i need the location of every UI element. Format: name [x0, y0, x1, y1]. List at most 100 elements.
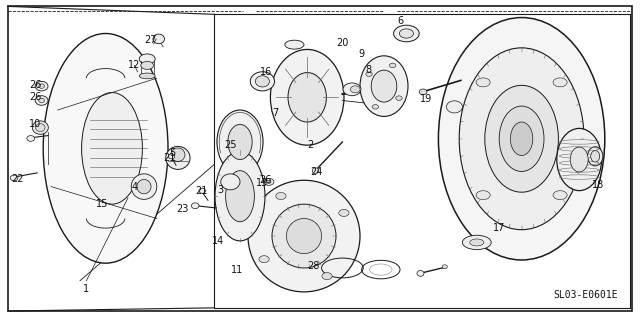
- Text: 8: 8: [365, 65, 371, 75]
- Ellipse shape: [389, 63, 396, 68]
- Text: 11: 11: [230, 264, 243, 275]
- Ellipse shape: [221, 174, 240, 190]
- Ellipse shape: [191, 203, 199, 209]
- Text: 24: 24: [310, 167, 323, 177]
- Ellipse shape: [199, 188, 205, 193]
- Ellipse shape: [588, 147, 603, 166]
- Ellipse shape: [82, 93, 143, 204]
- Ellipse shape: [476, 191, 490, 200]
- Ellipse shape: [272, 204, 336, 268]
- Ellipse shape: [217, 110, 263, 174]
- Ellipse shape: [10, 175, 18, 181]
- Ellipse shape: [399, 29, 413, 38]
- Ellipse shape: [438, 18, 605, 260]
- Ellipse shape: [570, 147, 588, 172]
- Ellipse shape: [371, 70, 397, 102]
- Ellipse shape: [285, 40, 304, 49]
- Ellipse shape: [484, 85, 558, 192]
- Ellipse shape: [287, 219, 322, 254]
- Ellipse shape: [38, 84, 45, 88]
- Ellipse shape: [32, 121, 49, 134]
- Text: 26: 26: [29, 92, 42, 102]
- Text: 14: 14: [211, 236, 224, 246]
- Ellipse shape: [131, 174, 157, 199]
- Ellipse shape: [267, 180, 271, 183]
- Text: 2: 2: [307, 140, 314, 150]
- Ellipse shape: [228, 124, 252, 160]
- Ellipse shape: [44, 33, 168, 263]
- Ellipse shape: [288, 73, 326, 122]
- Ellipse shape: [141, 61, 154, 70]
- Text: 9: 9: [358, 49, 365, 59]
- Ellipse shape: [35, 96, 48, 105]
- Text: 26: 26: [259, 175, 272, 185]
- Ellipse shape: [35, 81, 48, 91]
- Ellipse shape: [343, 83, 361, 96]
- Ellipse shape: [557, 129, 602, 190]
- Text: 12: 12: [128, 60, 141, 70]
- Ellipse shape: [476, 78, 490, 87]
- Ellipse shape: [255, 76, 269, 87]
- Ellipse shape: [499, 106, 544, 172]
- Text: 22: 22: [12, 174, 24, 184]
- Ellipse shape: [396, 96, 402, 100]
- Ellipse shape: [140, 73, 156, 79]
- Text: 6: 6: [397, 16, 403, 26]
- Ellipse shape: [510, 122, 532, 156]
- Ellipse shape: [462, 235, 492, 250]
- Ellipse shape: [137, 179, 151, 194]
- Ellipse shape: [417, 271, 424, 276]
- Text: 3: 3: [218, 185, 224, 195]
- Ellipse shape: [339, 209, 349, 216]
- Text: 21: 21: [163, 153, 176, 163]
- Ellipse shape: [171, 148, 185, 161]
- Ellipse shape: [360, 56, 408, 116]
- Text: 10: 10: [29, 119, 42, 130]
- Text: 13: 13: [256, 178, 269, 189]
- Ellipse shape: [36, 123, 45, 132]
- Ellipse shape: [276, 192, 286, 199]
- Ellipse shape: [394, 25, 419, 42]
- Ellipse shape: [140, 54, 156, 64]
- Ellipse shape: [250, 72, 275, 91]
- Ellipse shape: [226, 171, 255, 222]
- Ellipse shape: [264, 178, 274, 185]
- Ellipse shape: [322, 273, 332, 280]
- Text: 23: 23: [176, 204, 189, 214]
- Text: 28: 28: [307, 261, 320, 271]
- Text: 18: 18: [592, 180, 605, 190]
- Ellipse shape: [553, 191, 567, 200]
- Text: SL03-E0601E: SL03-E0601E: [553, 290, 618, 300]
- Ellipse shape: [38, 98, 45, 103]
- Text: 7: 7: [272, 108, 278, 118]
- Ellipse shape: [553, 78, 567, 87]
- Text: 19: 19: [419, 94, 432, 104]
- Ellipse shape: [270, 49, 344, 145]
- Ellipse shape: [168, 154, 175, 159]
- Ellipse shape: [470, 239, 484, 246]
- Text: 15: 15: [96, 199, 109, 209]
- Text: 4: 4: [131, 182, 138, 192]
- Ellipse shape: [459, 48, 584, 230]
- Ellipse shape: [350, 86, 360, 93]
- Ellipse shape: [166, 146, 190, 169]
- Ellipse shape: [442, 265, 447, 269]
- Text: 27: 27: [144, 35, 157, 45]
- Ellipse shape: [419, 89, 427, 95]
- Ellipse shape: [591, 151, 600, 162]
- Text: 26: 26: [29, 79, 42, 90]
- Text: 5: 5: [170, 148, 176, 158]
- Ellipse shape: [366, 72, 372, 77]
- Ellipse shape: [153, 34, 164, 44]
- Text: 1: 1: [83, 284, 90, 294]
- Ellipse shape: [215, 152, 265, 241]
- Text: 16: 16: [259, 67, 272, 77]
- Ellipse shape: [248, 180, 360, 292]
- Ellipse shape: [372, 105, 379, 109]
- Ellipse shape: [447, 101, 463, 113]
- Ellipse shape: [27, 136, 35, 141]
- Text: 17: 17: [493, 223, 506, 233]
- Text: 20: 20: [336, 38, 349, 48]
- Text: 21: 21: [195, 186, 208, 197]
- Ellipse shape: [312, 168, 319, 174]
